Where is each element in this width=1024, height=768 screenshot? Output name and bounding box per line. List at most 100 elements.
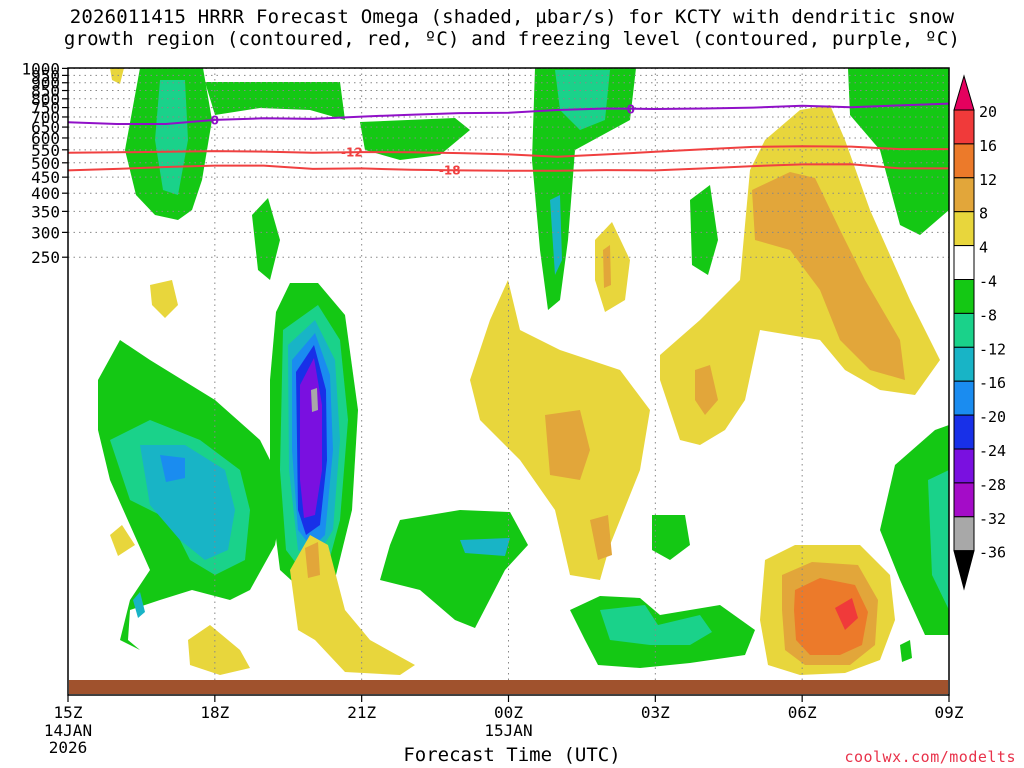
omega-region [603, 245, 611, 288]
y-tick-label: 600 [31, 129, 60, 148]
colorbar-label: -36 [979, 544, 1006, 562]
y-tick-label: 700 [31, 108, 60, 127]
colorbar-label: 12 [979, 171, 997, 189]
x-tick-label: 15Z [54, 703, 83, 722]
colorbar-label: -8 [979, 306, 997, 324]
colorbar-cap-top [953, 74, 975, 111]
colorbar-label: -24 [979, 442, 1006, 460]
x-tick-label: 03Z [641, 703, 670, 722]
colorbar-segment [953, 177, 975, 213]
omega-region [188, 625, 250, 675]
colorbar-segment [953, 211, 975, 247]
omega-region [160, 455, 185, 482]
x-tick-label: 09Z [935, 703, 964, 722]
omega-region [835, 598, 858, 630]
x-tick-year: 2026 [49, 738, 88, 757]
omega-region [752, 172, 905, 380]
y-tick-label: 650 [31, 118, 60, 137]
omega-region [205, 82, 345, 120]
contour-freezing-level [68, 102, 949, 125]
contour-dgz-bottom [68, 145, 949, 158]
omega-region [600, 605, 712, 645]
colorbar-segment [953, 109, 975, 145]
colorbar-segment [953, 346, 975, 382]
x-tick-label: 18Z [200, 703, 229, 722]
colorbar-label: -4 [979, 273, 997, 291]
colorbar-label: 4 [979, 239, 988, 257]
colorbar-label: -12 [979, 340, 1006, 358]
x-tick-date: 14JAN [44, 721, 92, 740]
omega-region [290, 535, 415, 675]
omega-region [110, 68, 124, 84]
omega-field [98, 68, 949, 675]
y-tick-label: 950 [31, 66, 60, 85]
omega-region [900, 640, 912, 662]
chart-title-line2: growth region (contoured, red, ºC) and f… [63, 28, 961, 50]
ground-strip [69, 680, 948, 694]
colorbar-label: -16 [979, 374, 1006, 392]
omega-region [690, 185, 718, 275]
colorbar-label: -28 [979, 476, 1006, 494]
contour-label: 0 [627, 102, 635, 116]
colorbar-segment [953, 279, 975, 314]
colorbar-segment [953, 312, 975, 348]
x-axis-label: Forecast Time (UTC) [403, 744, 621, 766]
colorbar-label: -32 [979, 510, 1006, 528]
omega-region [928, 470, 949, 610]
y-tick-label: 750 [31, 99, 60, 118]
omega-region [595, 222, 630, 312]
colorbar: 20 16 12 8 4 -4 -8 -12 -16 -20 -24 -28 -32 -36 [953, 74, 1006, 591]
x-tick-date: 15JAN [484, 721, 532, 740]
omega-region [460, 538, 510, 556]
x-tick-label: 00Z [494, 703, 523, 722]
omega-region [794, 578, 868, 655]
colorbar-segment [953, 414, 975, 450]
contour-label: -12 [341, 146, 363, 160]
contours: -18 -12 0 0 [68, 102, 949, 178]
omega-region [305, 542, 320, 578]
chart-title: 2026011415 HRRR Forecast Omega (shaded, … [0, 6, 1024, 50]
y-tick-label: 1000 [21, 59, 60, 78]
y-tick-label: 300 [31, 223, 60, 242]
y-tick-label: 400 [31, 184, 60, 203]
contour-dgz-top [68, 163, 949, 172]
omega-region [133, 592, 145, 618]
colorbar-segment [953, 143, 975, 179]
omega-region [590, 515, 612, 560]
y-tick-label: 900 [31, 74, 60, 93]
y-tick-label: 550 [31, 141, 60, 160]
omega-region [695, 365, 718, 415]
omega-region [380, 510, 528, 628]
colorbar-cap-bottom [953, 550, 975, 591]
omega-region [550, 195, 562, 275]
contour-label: -18 [439, 164, 461, 178]
omega-region [140, 445, 235, 560]
colorbar-segment [953, 516, 975, 552]
omega-region [545, 410, 590, 480]
y-tick-label: 800 [31, 90, 60, 109]
y-tick-label: 350 [31, 202, 60, 221]
omega-region [880, 425, 949, 635]
omega-region [110, 525, 135, 556]
colorbar-label: -20 [979, 408, 1006, 426]
x-tick-label: 21Z [347, 703, 376, 722]
colorbar-label: 16 [979, 137, 997, 155]
colorbar-label: 8 [979, 205, 988, 223]
omega-region [848, 68, 949, 235]
omega-region [555, 70, 610, 130]
credit-link[interactable]: coolwx.com/modelts [844, 748, 1016, 766]
colorbar-segment [953, 245, 975, 281]
colorbar-segment [953, 482, 975, 518]
omega-region [311, 388, 318, 412]
y-tick-label: 250 [31, 248, 60, 267]
y-tick-label: 450 [31, 168, 60, 187]
y-tick-label: 850 [31, 82, 60, 101]
omega-region [652, 515, 690, 560]
omega-region [150, 280, 178, 318]
y-tick-label: 500 [31, 154, 60, 173]
contour-label: 0 [211, 113, 219, 127]
colorbar-label: 20 [979, 103, 997, 121]
colorbar-segment [953, 448, 975, 484]
